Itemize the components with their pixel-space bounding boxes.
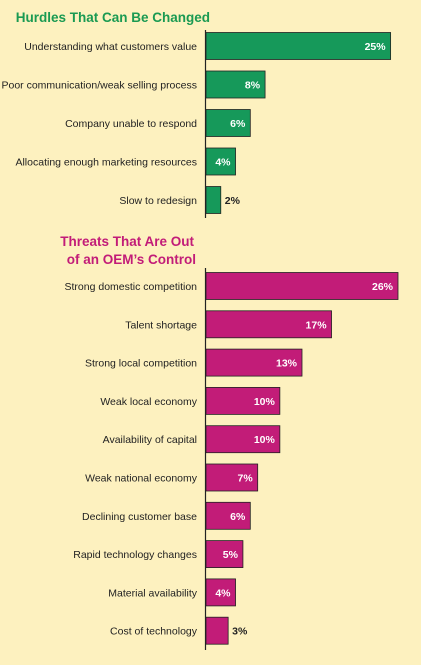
threats-bar-material-availability [205,578,236,607]
threats-value-label-availability-of-capital: 10% [254,434,276,446]
threats-category-label-weak-national-economy: Weak national economy [85,473,198,485]
threats-category-label-rapid-technology-changes: Rapid technology changes [73,549,197,561]
threats-value-label-rapid-technology-changes: 5% [223,549,239,561]
threats-category-label-availability-of-capital: Availability of capital [103,434,197,446]
hurdles-category-label-poor-communication-weak-selling-process: Poor communication/weak selling process [1,80,197,92]
threats-value-label-strong-local-competition: 13% [276,358,298,370]
threats-category-label-declining-customer-base: Declining customer base [82,511,197,523]
threats-chart-title-line-1: Threats That Are Out [60,234,194,249]
hurdles-chart-title: Hurdles That Can Be Changed [16,10,210,25]
threats-bar-availability-of-capital [205,425,281,454]
hurdles-value-label-poor-communication-weak-selling-process: 8% [245,80,261,92]
hurdles-category-label-allocating-enough-marketing-resources: Allocating enough marketing resources [15,157,197,169]
threats-bar-weak-national-economy [205,463,259,492]
hurdles-category-label-company-unable-to-respond: Company unable to respond [65,118,197,130]
threats-value-label-strong-domestic-competition: 26% [372,281,394,293]
threats-bars-group: Strong domestic competition 26% Talent sho… [65,272,399,645]
threats-value-label-talent-shortage: 17% [306,319,328,331]
hurdles-bar-understanding-what-customers-value [205,32,392,60]
threats-value-label-cost-of-technology: 3% [232,626,248,638]
threats-category-label-cost-of-technology: Cost of technology [110,626,198,638]
threats-value-label-material-availability: 4% [215,587,231,599]
threats-chart-title-line-2: of an OEM’s Control [67,252,196,267]
hurdles-value-label-slow-to-redesign: 2% [225,195,241,207]
hurdles-category-label-slow-to-redesign: Slow to redesign [119,195,197,207]
hurdles-bar-company-unable-to-respond [205,109,251,137]
threats-bar-strong-local-competition [205,348,303,377]
threats-category-label-talent-shortage: Talent shortage [125,319,197,331]
hurdles-bar-allocating-enough-marketing-resources [205,147,236,176]
threats-bar-cost-of-technology [205,616,229,645]
hurdles-category-label-understanding-what-customers-value: Understanding what customers value [24,41,197,53]
hurdles-bars-group: Understanding what customers value 25% Poo… [1,32,392,214]
threats-value-label-declining-customer-base: 6% [230,511,246,523]
threats-bar-talent-shortage [205,310,332,339]
hurdles-bar-slow-to-redesign [205,186,222,214]
threats-value-label-weak-local-economy: 10% [254,396,276,408]
threats-value-label-weak-national-economy: 7% [238,473,254,485]
threats-category-label-strong-local-competition: Strong local competition [85,358,197,370]
threats-category-label-strong-domestic-competition: Strong domestic competition [65,281,198,293]
threats-category-label-weak-local-economy: Weak local economy [100,396,197,408]
threats-bar-strong-domestic-competition [205,272,399,300]
hurdles-value-label-allocating-enough-marketing-resources: 4% [215,157,231,169]
threats-bar-declining-customer-base [205,501,251,530]
threats-bar-rapid-technology-changes [205,540,244,568]
threats-bar-weak-local-economy [205,386,281,415]
hurdles-value-label-company-unable-to-respond: 6% [230,118,246,130]
hurdles-value-label-understanding-what-customers-value: 25% [365,41,387,53]
hurdles-bar-poor-communication-weak-selling-process [205,70,266,99]
threats-category-label-material-availability: Material availability [108,587,197,599]
